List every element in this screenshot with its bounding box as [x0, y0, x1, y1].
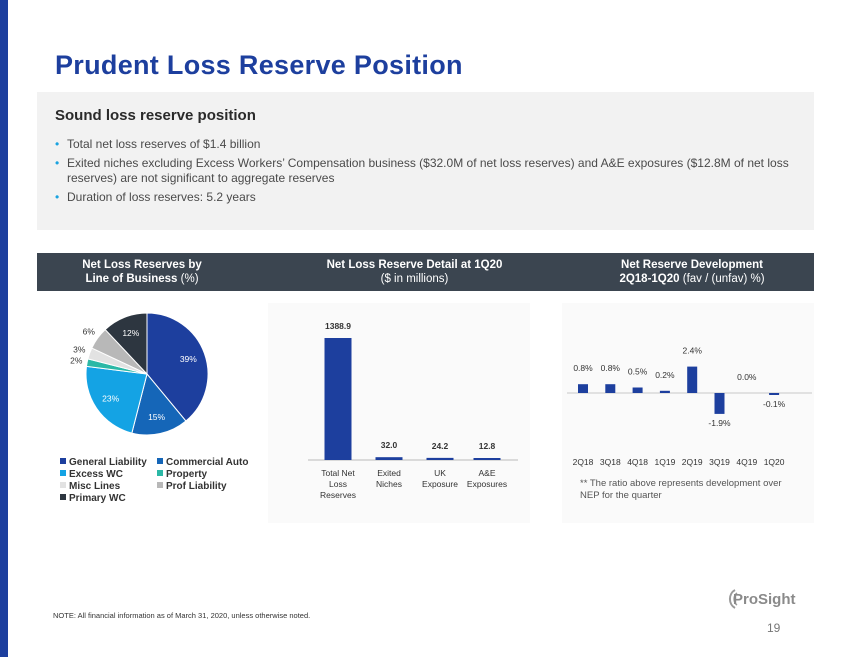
category-label: Niches — [376, 479, 402, 489]
bar — [632, 387, 643, 393]
pie-slice-label: 12% — [122, 328, 139, 338]
bar-value-label: 0.8% — [573, 363, 593, 373]
development-footnote: ** The ratio above represents developmen… — [580, 478, 782, 501]
header-pie: Net Loss Reserves by Line of Business (%… — [82, 259, 202, 285]
pie-slice-label: 39% — [180, 354, 197, 364]
header-development: Net Reserve Development 2Q18-1Q20 (fav /… — [619, 259, 765, 285]
bar — [687, 366, 698, 393]
category-label: 2Q18 — [573, 457, 594, 467]
section-header-bar: Net Loss Reserves by Line of Business (%… — [37, 253, 814, 291]
bar — [714, 393, 725, 414]
legend-item: Misc Lines — [60, 481, 120, 492]
legend-label: Misc Lines — [69, 481, 121, 492]
pie-slice — [104, 312, 148, 376]
legend-swatch — [157, 482, 163, 488]
legend-swatch — [157, 458, 163, 464]
bar-value-label: 2.4% — [683, 346, 703, 356]
bar — [473, 458, 501, 460]
category-label: Exposure — [422, 479, 458, 489]
bar — [426, 457, 454, 460]
bar-value-label: 32.0 — [381, 440, 398, 450]
bullet-icon: • — [55, 137, 60, 151]
legend-swatch — [60, 470, 66, 476]
category-label: A&E — [478, 468, 495, 478]
category-label: 3Q18 — [600, 457, 621, 467]
legend-label: Property — [166, 469, 208, 480]
bar — [605, 384, 616, 393]
legend-item: Property — [157, 469, 207, 480]
category-label: 1Q20 — [764, 457, 785, 467]
legend-swatch — [157, 470, 163, 476]
bar-value-label: 24.2 — [432, 441, 449, 451]
page-title: Prudent Loss Reserve Position — [55, 50, 463, 80]
pie-chart: 39% 15% 23% 2%3% 6% 12% — [70, 312, 209, 436]
left-accent-stripe — [0, 0, 8, 657]
legend-label: Primary WC — [69, 493, 126, 504]
bar — [769, 393, 780, 395]
bar — [324, 338, 352, 460]
bar-panel — [268, 303, 530, 523]
summary-box: Sound loss reserve position • Total net l… — [37, 92, 814, 230]
legend-item: Primary WC — [60, 493, 126, 504]
bar-value-label: 0.2% — [655, 370, 675, 380]
legend-label: Commercial Auto — [166, 457, 249, 468]
prosight-logo-icon — [728, 589, 738, 609]
bar-value-label: 0.5% — [628, 367, 648, 377]
category-label: Reserves — [320, 490, 356, 500]
pie-slice-label: 23% — [102, 394, 119, 404]
category-label: 2Q19 — [682, 457, 703, 467]
category-label: 4Q19 — [736, 457, 757, 467]
category-label: Total Net — [321, 468, 355, 478]
bullet-icon: • — [55, 190, 60, 204]
summary-bullets: • Total net loss reserves of $1.4 billion… — [55, 137, 795, 209]
bar-value-label: 12.8 — [479, 441, 496, 451]
pie-slice — [131, 372, 187, 436]
pie-slice — [146, 312, 209, 422]
pie-slice-label: 15% — [148, 412, 165, 422]
category-label: 4Q18 — [627, 457, 648, 467]
category-label: Loss — [329, 479, 347, 489]
category-label: 3Q19 — [709, 457, 730, 467]
header-bar-chart: Net Loss Reserve Detail at 1Q20 ($ in mi… — [326, 259, 503, 285]
legend-swatch — [60, 482, 66, 488]
bullet-item: • Total net loss reserves of $1.4 billion — [55, 137, 261, 151]
category-label: Exposures — [467, 479, 507, 489]
bar — [578, 384, 588, 393]
legend-label: Excess WC — [69, 469, 123, 480]
footnote: NOTE: All financial information as of Ma… — [53, 611, 311, 620]
bar — [659, 390, 670, 393]
development-chart: 0.8% 2Q18 0.8% 3Q18 0.5% 4Q18 0.2% 1Q19 2.4% 2Q19… — [567, 346, 812, 467]
pie-slice-label: 6% — [83, 327, 96, 337]
legend-swatch — [60, 494, 66, 500]
bar-value-label: -1.9% — [708, 418, 731, 428]
legend-label: Prof Liability — [166, 481, 227, 492]
category-label: Exited — [377, 468, 401, 478]
bar — [375, 457, 403, 460]
dev-panel — [562, 303, 814, 523]
pie-slice-label: 3% — [73, 345, 86, 355]
legend-swatch — [60, 458, 66, 464]
legend-label: General Liability — [69, 457, 147, 468]
legend-item: General Liability — [60, 457, 147, 468]
prosight-logo-text: ProSight — [733, 591, 796, 608]
page-number: 19 — [767, 621, 781, 635]
bar-value-label: 1388.9 — [325, 321, 351, 331]
category-label: 1Q19 — [655, 457, 676, 467]
bar-value-label: -0.1% — [763, 399, 786, 409]
bullet-icon: • — [55, 156, 60, 170]
bar-value-label: 0.8% — [601, 363, 621, 373]
category-label: UK — [434, 468, 446, 478]
legend-item: Commercial Auto — [157, 457, 248, 468]
pie-slice-label: 2% — [70, 356, 83, 366]
legend-item: Prof Liability — [157, 481, 227, 492]
bullet-item: • Duration of loss reserves: 5.2 years — [55, 190, 256, 204]
legend-item: Excess WC — [60, 469, 123, 480]
bar-value-label: 0.0% — [737, 372, 757, 382]
bullet-item: • Exited niches excluding Excess Workers’… — [55, 156, 789, 185]
summary-heading: Sound loss reserve position — [55, 107, 256, 124]
pie-slice — [85, 365, 148, 434]
